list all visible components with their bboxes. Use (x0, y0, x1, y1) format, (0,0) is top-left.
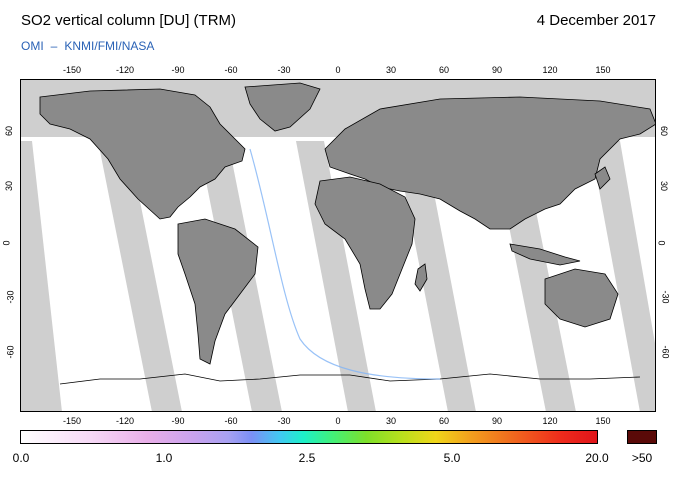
credit-instrument: OMI (21, 39, 44, 53)
lat-tick-left: -60 (5, 345, 16, 359)
lon-tick-top: -90 (171, 65, 185, 75)
colorbar-label: 20.0 (585, 451, 609, 465)
lon-tick-bottom: 120 (542, 416, 558, 426)
credit-line: OMI – KNMI/FMI/NASA (21, 39, 154, 53)
madagascar (414, 263, 428, 292)
map-date: 4 December 2017 (536, 12, 656, 29)
colorbar-label: 2.5 (298, 451, 316, 465)
north-america (39, 88, 246, 220)
colorbar (20, 430, 598, 444)
lat-tick-left: 60 (4, 125, 15, 137)
colorbar-label: 1.0 (155, 451, 173, 465)
indonesia (509, 243, 581, 266)
lat-tick-left: -30 (5, 290, 16, 304)
lon-tick-bottom: -60 (224, 416, 238, 426)
lat-tick-left: 30 (4, 180, 15, 192)
lon-tick-bottom: -150 (62, 416, 82, 426)
lon-tick-top: -120 (115, 65, 135, 75)
lat-tick-right: -60 (660, 345, 671, 359)
lon-tick-top: 150 (595, 65, 611, 75)
colorbar-label: 5.0 (443, 451, 461, 465)
lat-tick-left: 0 (1, 240, 12, 246)
lon-tick-bottom: 0 (335, 416, 341, 426)
lat-tick-right: 0 (656, 240, 667, 246)
lon-tick-bottom: 60 (438, 416, 450, 426)
map-border (20, 79, 656, 412)
lon-tick-top: -60 (224, 65, 238, 75)
lon-tick-bottom: -30 (277, 416, 291, 426)
map-title: SO2 vertical column [DU] (TRM) (21, 12, 237, 29)
world-map (20, 79, 656, 412)
lon-tick-top: 30 (385, 65, 397, 75)
australia (544, 268, 619, 328)
lat-tick-right: 60 (659, 125, 670, 137)
greenland (244, 82, 321, 132)
lat-tick-right: -30 (660, 290, 671, 304)
lon-tick-top: -150 (62, 65, 82, 75)
lon-tick-bottom: 150 (595, 416, 611, 426)
antarctica-coast (59, 373, 641, 385)
colorbar-label: >50 (631, 451, 653, 465)
lon-tick-top: -30 (277, 65, 291, 75)
lon-tick-top: 120 (542, 65, 558, 75)
japan (594, 166, 611, 190)
lat-tick-right: 30 (659, 180, 670, 192)
lon-tick-top: 0 (335, 65, 341, 75)
africa (314, 176, 416, 310)
so2-trace (249, 148, 441, 380)
credit-separator: – (50, 39, 58, 53)
south-america (177, 218, 259, 365)
lon-tick-bottom: 90 (491, 416, 503, 426)
colorbar-overflow (627, 430, 657, 444)
lon-tick-bottom: -120 (115, 416, 135, 426)
land (39, 82, 656, 385)
colorbar-label: 0.0 (12, 451, 30, 465)
credit-agencies: KNMI/FMI/NASA (64, 39, 155, 53)
lon-tick-top: 60 (438, 65, 450, 75)
lon-tick-bottom: -90 (171, 416, 185, 426)
lon-tick-top: 90 (491, 65, 503, 75)
lon-tick-bottom: 30 (385, 416, 397, 426)
